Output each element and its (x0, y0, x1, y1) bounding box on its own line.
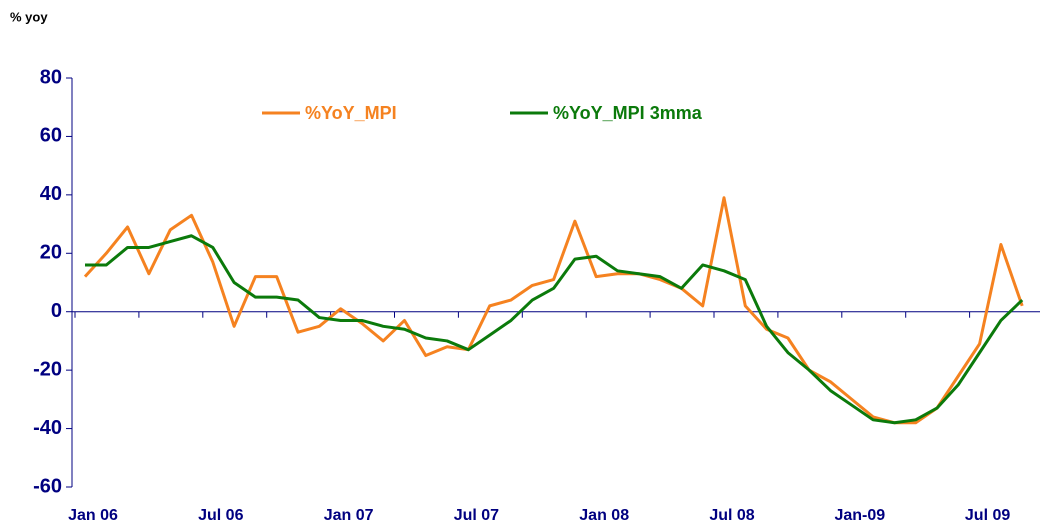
x-tick-label: Jan 07 (324, 507, 374, 524)
y-tick-label: -60 (33, 475, 62, 497)
x-tick-label: Jul 07 (454, 507, 499, 524)
y-tick-label: 60 (40, 125, 62, 147)
legend-label: %YoY_MPI 3mma (553, 103, 703, 123)
x-tick-label: Jan-09 (834, 507, 885, 524)
series-line (85, 234, 1024, 425)
y-tick-label: -40 (33, 417, 62, 439)
y-axis-label: % yoy (10, 9, 48, 24)
y-tick-label: 80 (40, 66, 62, 88)
x-tick-label: Jul 06 (198, 507, 243, 524)
x-tick-label: Jan 06 (68, 507, 118, 524)
y-tick-label: 20 (40, 242, 62, 264)
y-tick-label: 0 (51, 300, 62, 322)
x-tick-label: Jul 08 (709, 507, 754, 524)
x-tick-label: Jan 08 (579, 507, 629, 524)
y-tick-label: 40 (40, 183, 62, 205)
series-line (83, 196, 1024, 425)
x-tick-label: Jul 09 (965, 507, 1010, 524)
legend-label: %YoY_MPI (305, 103, 397, 123)
y-tick-label: -20 (33, 358, 62, 380)
